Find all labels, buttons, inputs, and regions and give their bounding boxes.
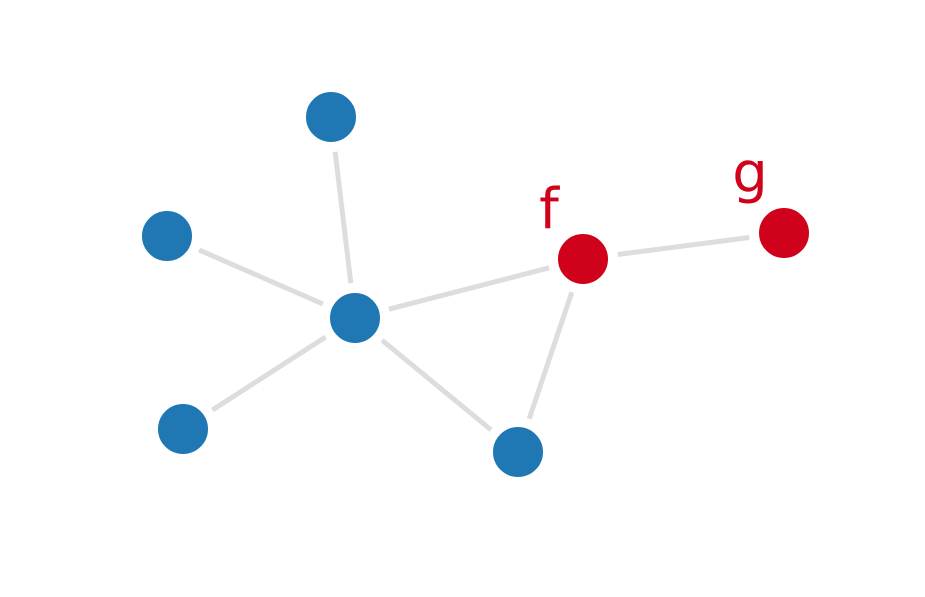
edge-hub-bottom — [380, 338, 493, 432]
node-label-g: g — [732, 141, 768, 206]
graph-labels: fg — [539, 141, 768, 242]
node-f — [554, 230, 612, 288]
node-hub — [326, 289, 384, 347]
edge-f-bottom — [526, 291, 575, 420]
node-label-f: f — [539, 177, 560, 242]
edge-hub-left — [198, 247, 324, 307]
node-left — [138, 207, 196, 265]
graph-nodes — [138, 88, 813, 481]
node-bottom — [489, 423, 547, 481]
edge-hub-f — [388, 265, 550, 312]
node-g — [755, 204, 813, 262]
graph-edges — [198, 151, 750, 432]
node-bottom-left — [154, 400, 212, 458]
node-top — [302, 88, 360, 146]
edge-hub-bottom-left — [211, 334, 327, 413]
edge-f-g — [617, 235, 750, 257]
edge-hub-top — [332, 151, 354, 284]
